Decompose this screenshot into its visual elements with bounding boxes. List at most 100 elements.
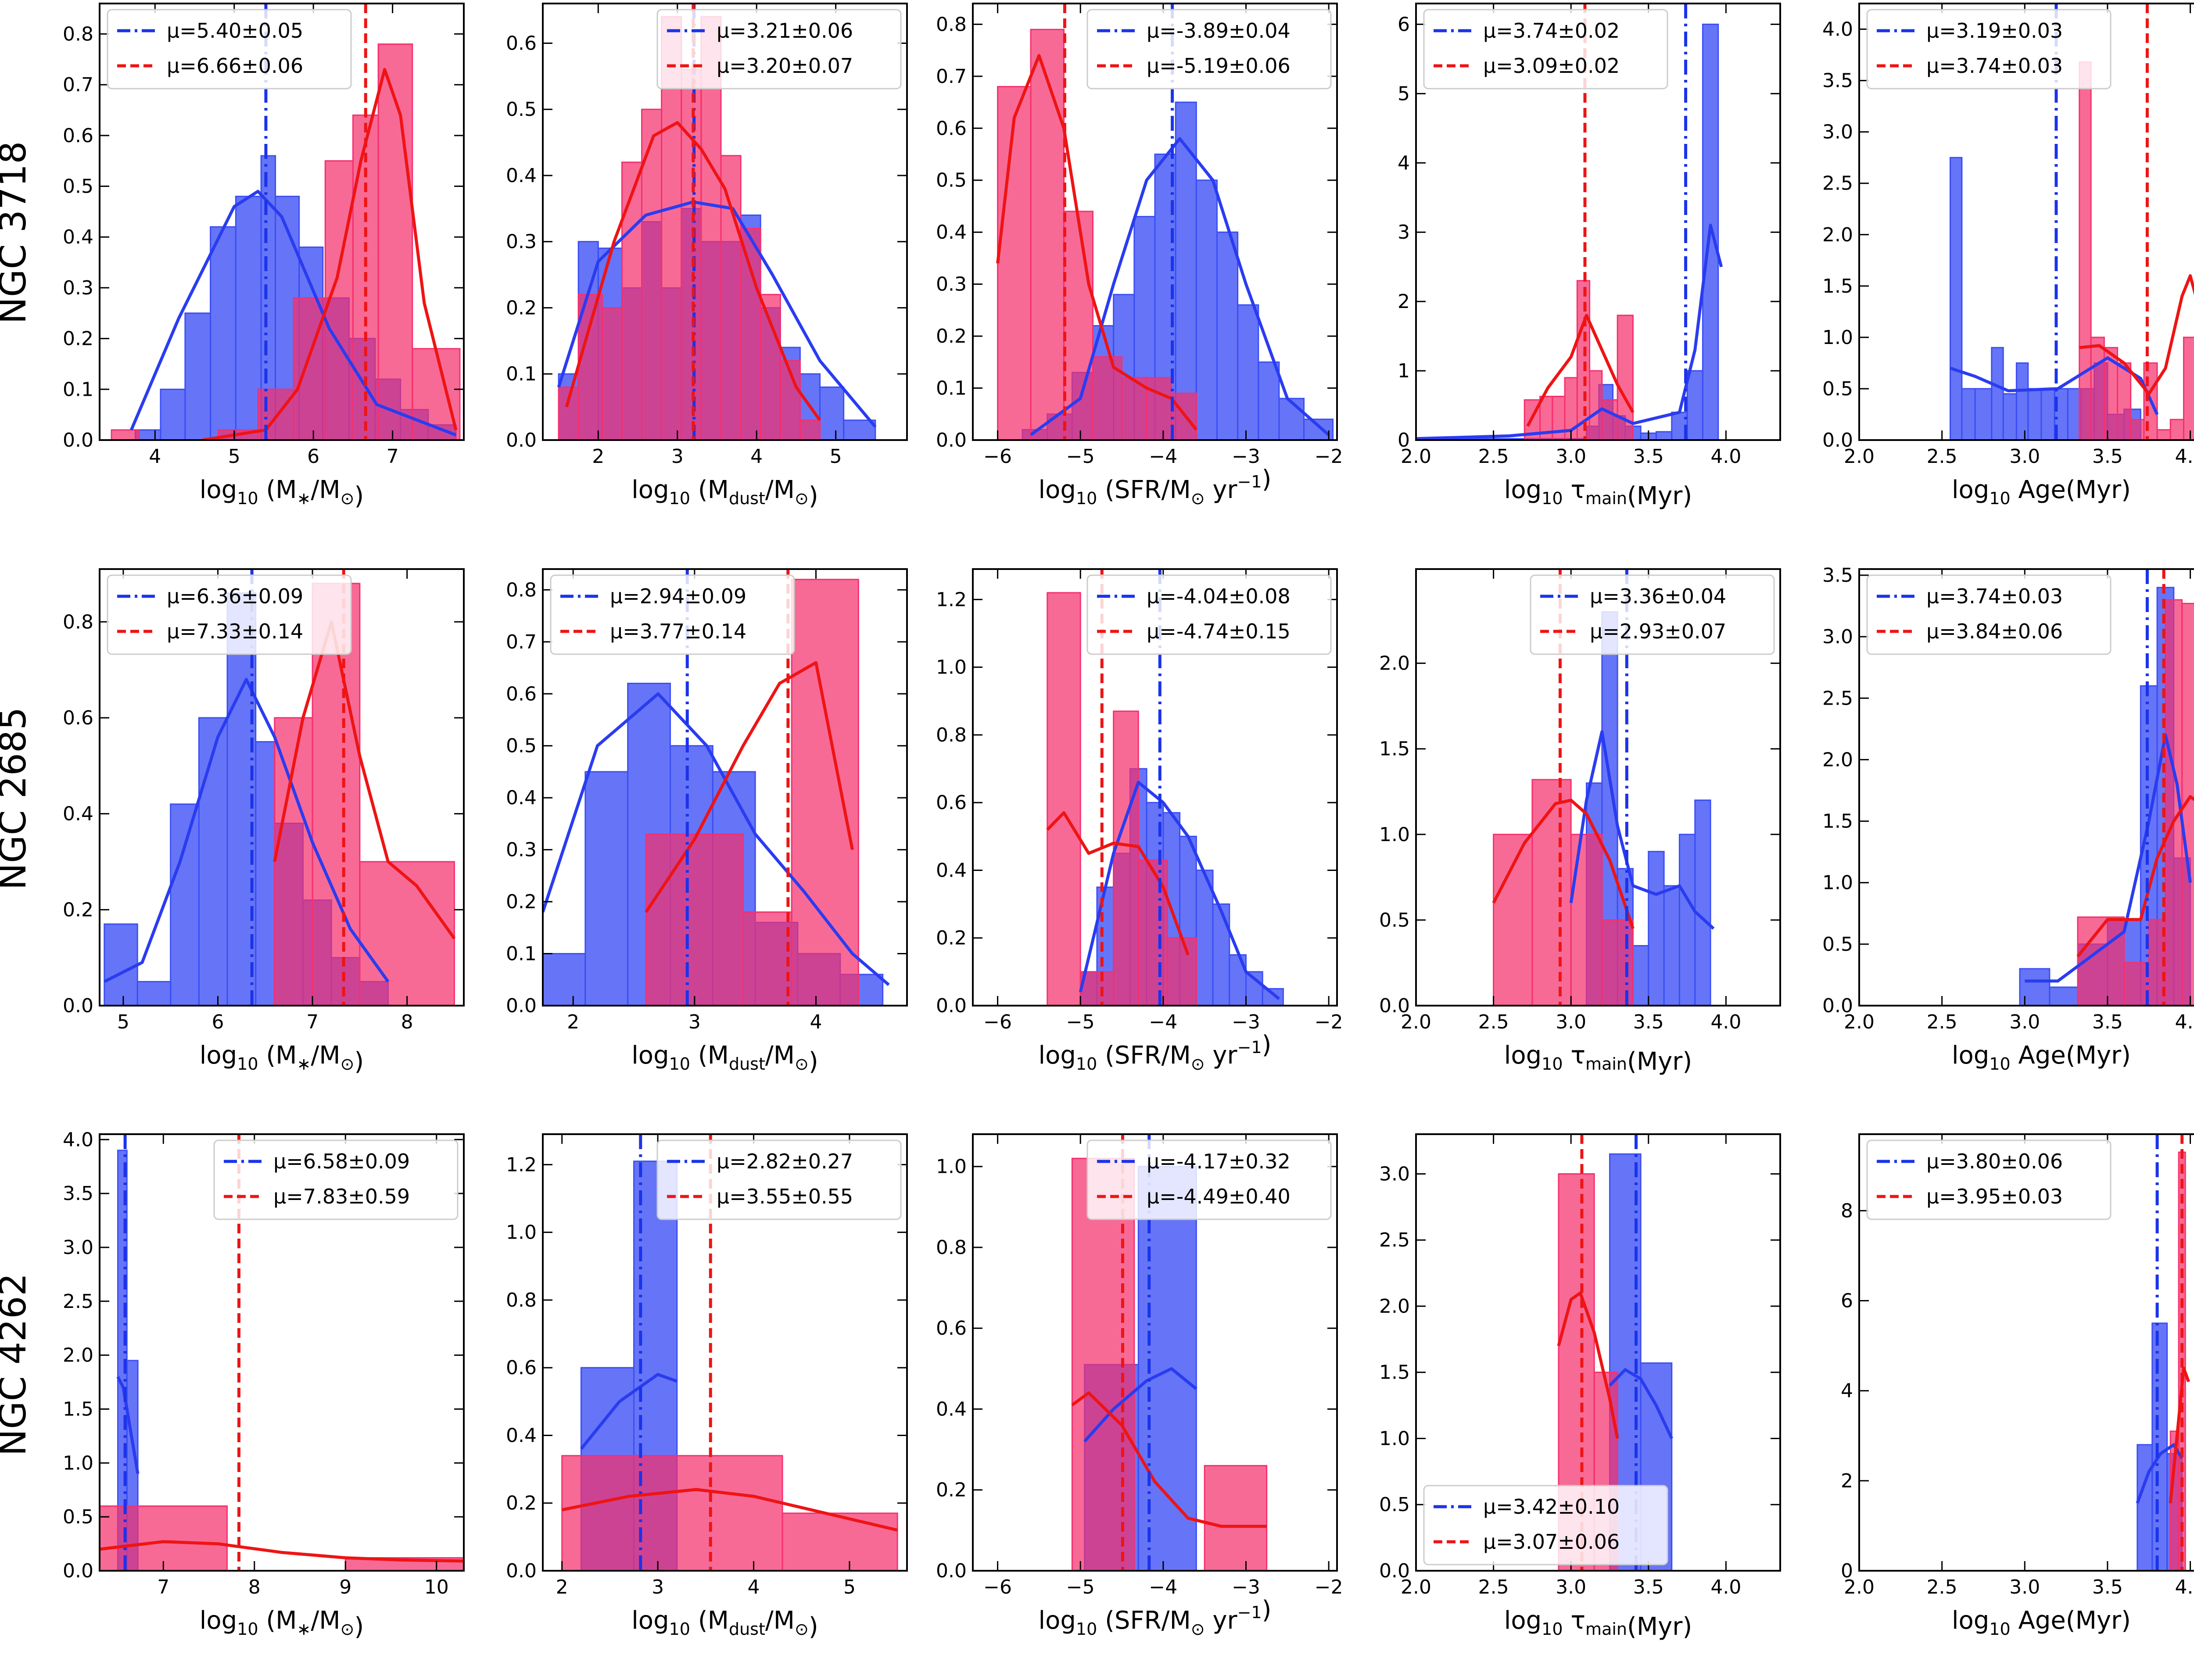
y-tick-label: 0.4	[506, 787, 537, 809]
y-tick-label: 0.7	[506, 631, 537, 653]
y-tick-label: 0.5	[63, 1506, 93, 1528]
x-tick-label: 3.0	[2009, 1576, 2040, 1598]
y-tick-label: 0.0	[1379, 995, 1410, 1017]
y-tick-label: 0.6	[506, 32, 537, 54]
legend: μ=3.74±0.02 μ=3.09±0.02	[1423, 9, 1668, 90]
x-tick-label: 3.5	[2092, 445, 2123, 468]
blue-hist-bar	[1678, 834, 1696, 1006]
x-tick-label: −3	[1232, 1576, 1260, 1598]
plot-area	[1492, 569, 1715, 1006]
legend-box	[550, 574, 795, 655]
y-tick-label: 0.2	[63, 899, 93, 921]
panel-r0c1: 2 3 4 5 0.0 0.1 0.2 0.3 0.4 0.5 0.6 log10 (Mdust/M⊙…	[506, 3, 908, 510]
x-axis-label: log10 τmain(Myr)	[1504, 1606, 1692, 1641]
legend-box	[656, 9, 902, 90]
x-tick-label: 4	[149, 445, 161, 468]
y-tick-label: 4	[1398, 152, 1410, 174]
red-hist-bar	[2079, 61, 2092, 440]
y-tick-label: 2.5	[1822, 172, 1853, 195]
legend: μ=3.42±0.10 μ=3.07±0.06	[1423, 1485, 1668, 1565]
red-hist-bar	[1171, 392, 1197, 440]
y-tick-label: 2.0	[1379, 652, 1410, 675]
red-hist-bar	[1030, 29, 1065, 440]
x-axis-label: log10 (Mdust/M⊙)	[631, 476, 818, 510]
legend-box	[1866, 1139, 2112, 1220]
y-tick-label: 1.2	[506, 1153, 537, 1176]
legend-entry: μ=3.95±0.03	[1926, 1185, 2063, 1208]
panel-r2c2: −6 −5 −4 −3 −2 0.0 0.2 0.4 0.6 0.8 1.0 log10 (SFR/M…	[936, 1133, 1343, 1639]
legend-entry: μ=3.07±0.06	[1483, 1530, 1620, 1554]
y-tick-label: 0.4	[506, 165, 537, 187]
x-tick-label: 3.0	[1556, 1576, 1586, 1598]
x-tick-label: 4.0	[1710, 1576, 1741, 1598]
x-tick-label: 2.5	[1478, 1576, 1509, 1598]
blue-hist-bar	[1950, 157, 1963, 440]
x-tick-label: 2.5	[1927, 1576, 1957, 1598]
legend-entry: μ=5.40±0.05	[167, 19, 303, 43]
y-tick-label: 3.5	[1822, 564, 1853, 587]
red-kde-curve	[1526, 314, 1635, 427]
x-tick-label: −5	[1066, 445, 1095, 468]
x-tick-label: −5	[1066, 1011, 1095, 1033]
legend-entry: μ=-4.04±0.08	[1147, 584, 1291, 608]
y-tick-label: 0.7	[63, 74, 93, 96]
x-tick-label: 5	[228, 445, 240, 468]
x-tick-label: 2.0	[1844, 445, 1875, 468]
x-axis-label: log10 (Mdust/M⊙)	[631, 1606, 818, 1641]
blue-hist-bar	[2049, 986, 2079, 1006]
y-tick-label: 0.6	[63, 707, 93, 729]
x-axis-label: log10 (M∗/M⊙)	[200, 476, 364, 510]
legend-entry: μ=2.82±0.27	[717, 1150, 853, 1173]
y-tick-label: 0.5	[506, 735, 537, 757]
red-hist-bar	[1576, 280, 1591, 440]
legend-entry: μ=3.19±0.03	[1926, 19, 2063, 43]
legend-entry: μ=3.84±0.06	[1926, 620, 2063, 643]
blue-hist-bar	[1655, 431, 1673, 440]
y-tick-label: 1.5	[1822, 275, 1853, 297]
plot-area	[2019, 569, 2194, 1006]
blue-kde-curve	[1079, 781, 1280, 1000]
x-axis-label: log10 τmain(Myr)	[1504, 1041, 1692, 1076]
y-tick-label: 0.2	[506, 891, 537, 913]
x-axis-label: log10 (Mdust/M⊙)	[631, 1041, 818, 1076]
panel-r1c4: 2.0 2.5 3.0 3.5 4.0 0.0 0.5 1.0 1.5 2.0 2.5 3.0 3.5 l…	[1822, 564, 2194, 1074]
legend-box	[1086, 574, 1332, 655]
panel-r1c2: −6 −5 −4 −3 −2 0.0 0.2 0.4 0.6 0.8 1.0 1.2 log10 (SF…	[936, 568, 1343, 1074]
blue-hist-bar	[184, 312, 212, 440]
legend-entry: μ=-4.74±0.15	[1147, 620, 1291, 643]
x-axis-label: log10 (M∗/M⊙)	[200, 1606, 364, 1641]
y-tick-label: 0	[1841, 1560, 1853, 1582]
y-tick-label: 3.0	[1822, 626, 1853, 648]
red-hist-bar	[601, 307, 623, 440]
y-tick-label: 0.5	[1822, 378, 1853, 400]
blue-hist-bar	[198, 717, 228, 1006]
x-tick-label: 2.0	[1401, 445, 1431, 468]
y-tick-label: 3.0	[1379, 1163, 1410, 1185]
red-kde-curve	[2169, 1366, 2190, 1504]
y-tick-label: 0.4	[63, 226, 93, 248]
panel-r2c3: 2.0 2.5 3.0 3.5 4.0 0.0 0.5 1.0 1.5 2.0 2.5 3.0 log1…	[1379, 1133, 1781, 1641]
y-tick-label: 1.0	[506, 1221, 537, 1244]
y-tick-label: 1.0	[63, 1452, 93, 1474]
axes-frame	[542, 1133, 908, 1572]
y-tick-label: 2.5	[1379, 1229, 1410, 1251]
blue-hist-bar	[2027, 388, 2042, 440]
x-tick-label: 6	[212, 1011, 224, 1033]
plot-area	[561, 1134, 898, 1571]
y-tick-label: 0.0	[1379, 1560, 1410, 1582]
legend: μ=-3.89±0.04 μ=-5.19±0.06	[1086, 9, 1332, 90]
y-tick-label: 0.5	[936, 169, 967, 192]
panel-r2c0: 7 8 9 10 0.0 0.5 1.0 1.5 2.0 2.5 3.0 3.5 4.0 log10 (M…	[63, 1128, 465, 1641]
x-tick-label: 6	[307, 445, 319, 468]
x-tick-label: 2.5	[1927, 445, 1957, 468]
y-tick-label: 8	[1841, 1200, 1853, 1222]
red-hist-bar	[1137, 859, 1168, 1006]
y-tick-label: 1.5	[1379, 738, 1410, 760]
blue-hist-bar	[2151, 1322, 2168, 1571]
blue-kde-curve	[580, 1373, 678, 1450]
panel-r2c1: 2 3 4 5 0.0 0.2 0.4 0.6 0.8 1.0 1.2 log10 (Mdust/M⊙…	[506, 1133, 908, 1641]
x-tick-label: −6	[983, 1011, 1012, 1033]
legend-box	[213, 1139, 459, 1220]
red-hist-bar	[561, 1455, 783, 1571]
x-axis-label: log10 (SFR/M⊙ yr−1)	[1039, 1596, 1272, 1639]
